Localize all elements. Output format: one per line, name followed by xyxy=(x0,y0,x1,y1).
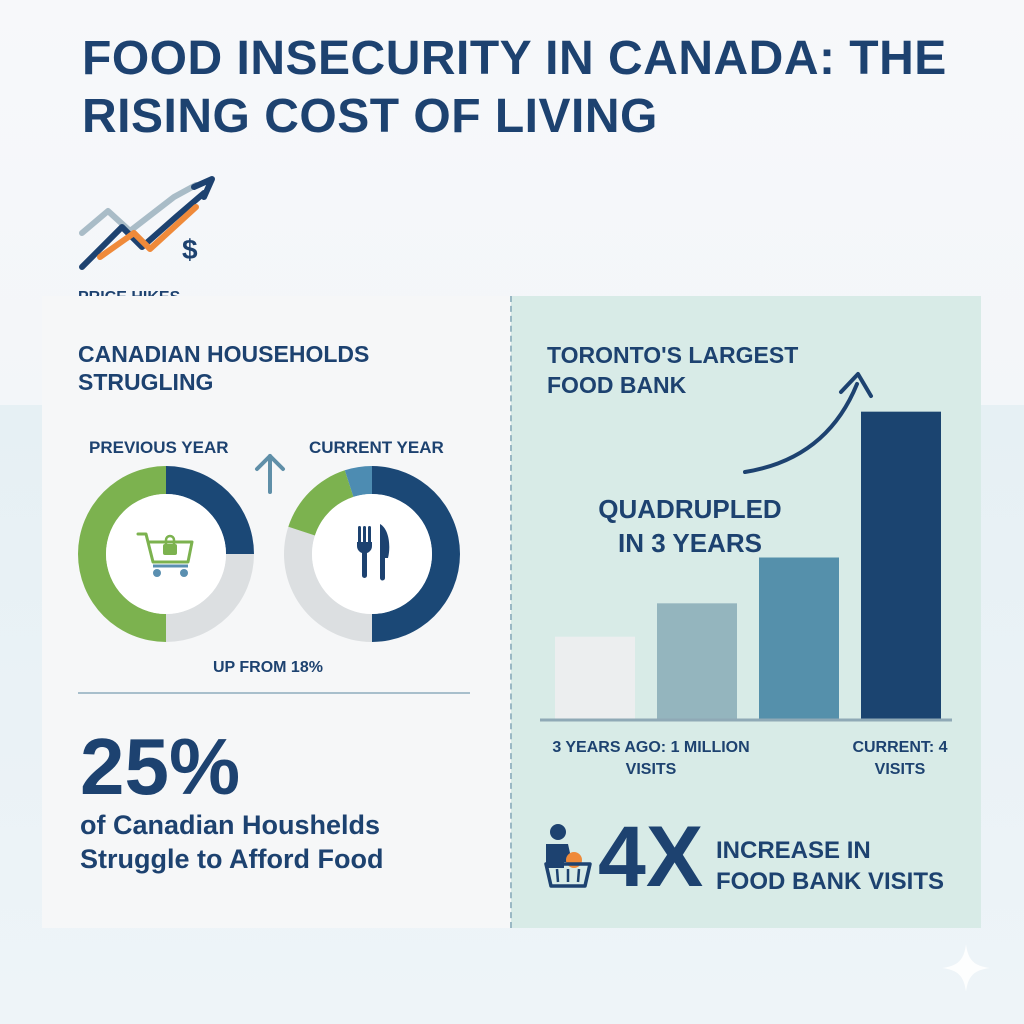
donut-slice-2 xyxy=(288,470,354,536)
donut-slice-2 xyxy=(78,466,166,642)
caption-three-years-ago: 3 YEARS AGO: 1 MILLION VISITS xyxy=(541,737,761,781)
percent-description-line2: Struggle to Afford Food xyxy=(80,844,384,874)
big-multiplier-value: 4X xyxy=(598,809,704,905)
big-percent-value: 25% xyxy=(80,722,241,811)
quadrupled-note-line2: IN 3 YEARS xyxy=(617,528,762,558)
shopping-cart-icon xyxy=(136,532,194,577)
increase-description-line2: FOOD BANK VISITS xyxy=(716,868,945,895)
caption-three-years-ago-line1: 3 YEARS AGO: 1 MILLION xyxy=(552,739,750,756)
households-heading-line1: CANADIAN HOUSEHOLDS xyxy=(78,341,370,367)
arrow-up-icon xyxy=(255,454,285,494)
donut-slice-1 xyxy=(166,554,254,642)
svg-text:$: $ xyxy=(182,234,198,265)
percent-description-line1: of Canadian Houshelds xyxy=(80,810,381,840)
fork-knife-icon xyxy=(357,524,390,581)
food-bank-heading-line2: FOOD BANK xyxy=(547,372,687,398)
panel-divider xyxy=(510,296,512,928)
bar-4 xyxy=(861,411,941,720)
current-year-donut xyxy=(284,466,460,642)
donut-slice-0 xyxy=(166,466,254,554)
households-heading: CANADIAN HOUSEHOLDS STRUGLING xyxy=(78,340,369,396)
previous-year-label: PREVIOUS YEAR xyxy=(89,438,229,457)
donut-hole xyxy=(312,494,432,614)
food-bank-heading: TORONTO'S LARGEST FOOD BANK xyxy=(547,340,798,400)
bar-2 xyxy=(657,603,737,720)
percent-description: of Canadian Houshelds Struggle to Afford… xyxy=(80,808,383,876)
increase-description: INCREASE IN FOOD BANK VISITS xyxy=(716,835,944,897)
caption-current-line1: CURRENT: 4 xyxy=(852,739,948,756)
quadrupled-note-line1: QUADRUPLED xyxy=(598,494,782,524)
person-basket-icon xyxy=(544,824,592,888)
page-title: FOOD INSECURITY IN CANADA: THE RISING CO… xyxy=(82,32,947,143)
donut-slice-1 xyxy=(284,526,372,642)
food-bank-bar-chart xyxy=(540,372,952,722)
food-bank-heading-line1: TORONTO'S LARGEST xyxy=(547,342,799,368)
section-divider xyxy=(78,692,470,694)
arrow-head-icon xyxy=(839,372,873,398)
bar-1 xyxy=(555,636,635,720)
caption-current-line2: VISITS xyxy=(874,761,926,778)
caption-current: CURRENT: 4 VISITS xyxy=(840,737,960,781)
growth-curve-arrow xyxy=(743,382,859,474)
increase-description-line1: INCREASE IN xyxy=(716,837,871,864)
trend-up-dollar-icon: $ xyxy=(79,176,215,270)
sparkle-icon xyxy=(942,944,990,992)
quadrupled-note: QUADRUPLED IN 3 YEARS xyxy=(598,492,782,560)
donut-slice-0 xyxy=(372,466,460,642)
current-year-label: CURRENT YEAR xyxy=(309,438,444,457)
donut-slice-3 xyxy=(344,466,372,497)
caption-three-years-ago-line2: VISITS xyxy=(625,761,677,778)
bar-3 xyxy=(759,557,839,720)
up-from-label: UP FROM 18% xyxy=(213,659,323,676)
previous-year-donut xyxy=(78,466,254,642)
households-heading-line2: STRUGLING xyxy=(78,369,214,395)
